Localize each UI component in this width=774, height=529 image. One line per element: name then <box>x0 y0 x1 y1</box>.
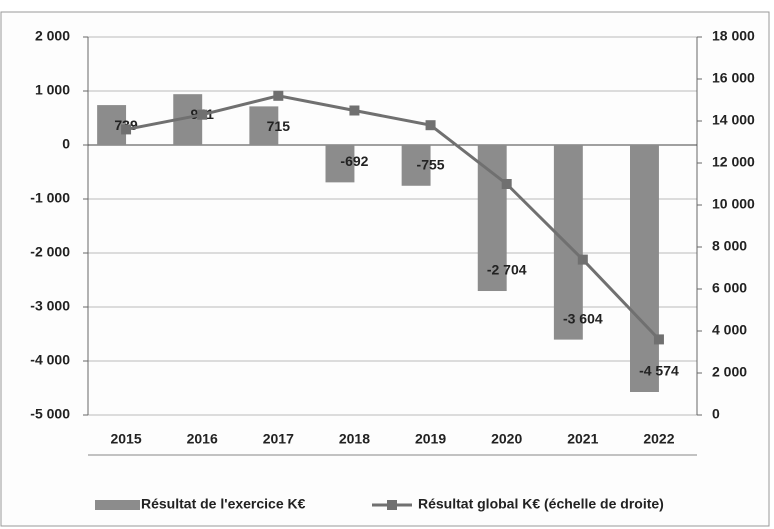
y-tick-label: 1 000 <box>35 82 70 98</box>
y-tick-label: 0 <box>62 136 70 152</box>
line-marker <box>577 254 588 265</box>
y-tick-label: 2 000 <box>35 28 70 44</box>
x-tick-label: 2015 <box>110 431 141 447</box>
bar <box>477 145 507 292</box>
bar <box>630 145 659 392</box>
legend-swatch <box>95 500 140 510</box>
y2-tick-label: 16 000 <box>712 70 755 86</box>
y-tick-label: -3 000 <box>30 298 70 314</box>
y2-tick-label: 0 <box>712 406 720 422</box>
x-tick-label: 2019 <box>415 431 446 447</box>
bar <box>553 145 583 340</box>
line-marker <box>197 109 208 120</box>
bar <box>249 106 279 145</box>
bar-label: -3 604 <box>563 310 603 326</box>
x-tick-label: 2017 <box>263 431 294 447</box>
y2-tick-label: 2 000 <box>712 364 747 380</box>
legend-label: Résultat de l'exercice K€ <box>141 496 306 512</box>
y2-tick-label: 8 000 <box>712 238 747 254</box>
y2-tick-label: 4 000 <box>712 322 747 338</box>
y-tick-label: -5 000 <box>30 406 70 422</box>
x-tick-label: 2018 <box>339 431 370 447</box>
bar-label: -2 704 <box>487 262 527 278</box>
line-marker <box>349 105 360 116</box>
bar <box>401 145 431 186</box>
x-tick-label: 2022 <box>643 431 674 447</box>
y2-tick-label: 6 000 <box>712 280 747 296</box>
bar-label: -692 <box>340 153 368 169</box>
bar-label: -4 574 <box>639 363 679 379</box>
x-tick-label: 2021 <box>567 431 598 447</box>
line <box>125 94 661 341</box>
legend-label: Résultat global K€ (échelle de droite) <box>418 496 664 512</box>
bar <box>325 145 355 183</box>
bar-label: -755 <box>417 156 445 172</box>
y2-tick-label: 10 000 <box>712 196 755 212</box>
y-tick-label: -1 000 <box>30 190 70 206</box>
line-marker <box>653 334 664 345</box>
line-marker <box>425 120 436 131</box>
legend-marker <box>387 500 397 510</box>
y2-tick-label: 14 000 <box>712 112 755 128</box>
x-tick-label: 2016 <box>187 431 218 447</box>
y-tick-label: -4 000 <box>30 352 70 368</box>
line-marker <box>273 90 284 101</box>
line-marker <box>501 179 512 189</box>
bar-label: 715 <box>267 118 291 134</box>
y-tick-label: -2 000 <box>30 244 70 260</box>
line-marker <box>121 124 132 135</box>
y2-tick-label: 18 000 <box>712 28 755 44</box>
x-tick-label: 2020 <box>491 431 522 447</box>
y2-tick-label: 12 000 <box>712 154 755 170</box>
